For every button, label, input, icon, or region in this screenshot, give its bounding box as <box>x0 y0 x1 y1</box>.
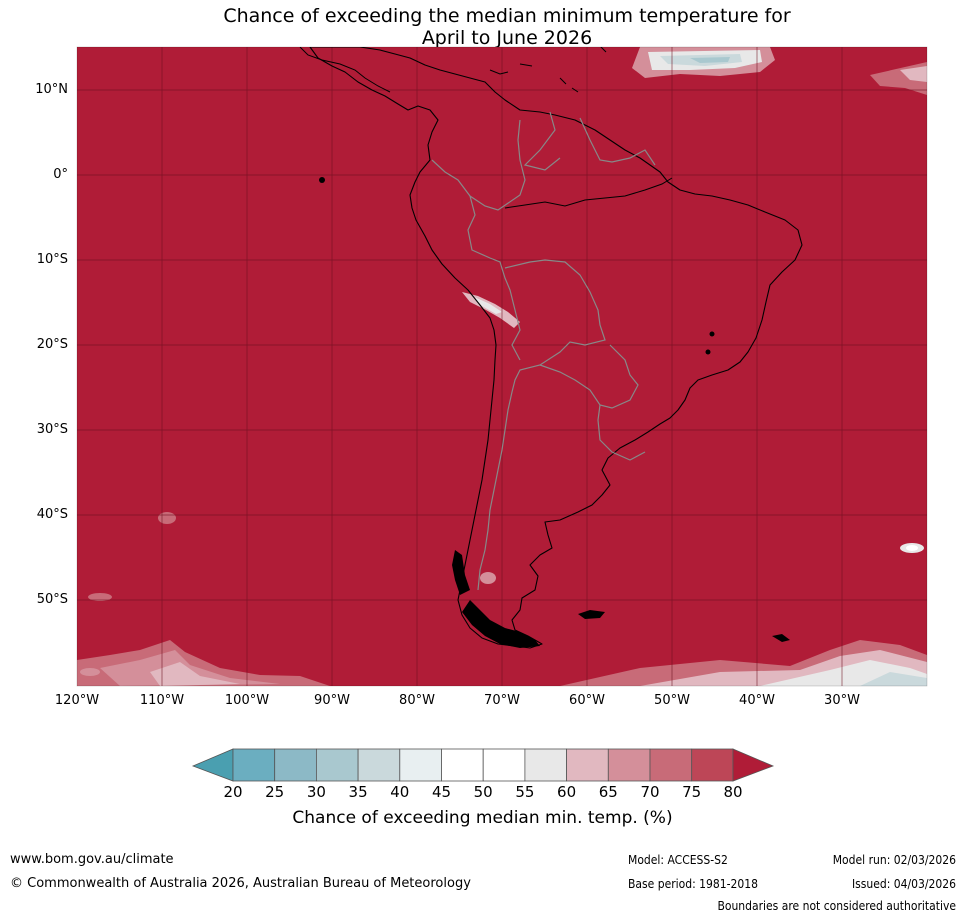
southern-islands <box>319 177 790 648</box>
colorbar-tick: 55 <box>515 783 535 801</box>
colorbar-bin-45-50 <box>441 748 484 782</box>
colorbar-extend-low <box>191 748 234 782</box>
colorbar-bin-25-30 <box>274 748 317 782</box>
colorbar-tick: 30 <box>306 783 326 801</box>
map-title-line2: April to June 2026 <box>421 27 593 49</box>
colorbar-title: Chance of exceeding median min. temp. (%… <box>292 808 673 828</box>
lon-label: 100°W <box>224 693 270 708</box>
model-run-info: Model run: 02/03/2026 <box>832 853 956 867</box>
boundary-disclaimer: Boundaries are not considered authoritat… <box>717 899 956 913</box>
base-period-info: Base period: 1981-2018 <box>628 877 759 891</box>
lon-label: 120°W <box>54 693 100 708</box>
probability-patch-northeast <box>632 47 927 95</box>
colorbar-bin-55-60 <box>524 748 568 782</box>
colorbar-bin-75-80 <box>691 748 734 782</box>
colorbar-tick: 60 <box>557 783 577 801</box>
lon-label: 50°W <box>654 693 690 708</box>
lon-label: 70°W <box>484 693 520 708</box>
colorbar-extend-high <box>732 748 775 782</box>
colorbar-tick: 65 <box>598 783 618 801</box>
colorbar-tick: 40 <box>390 783 410 801</box>
lat-label: 10°N <box>35 82 68 97</box>
amazon-river <box>504 177 673 209</box>
website-link[interactable]: www.bom.gov.au/climate <box>10 852 174 867</box>
colorbar-tick: 20 <box>223 783 243 801</box>
colorbar-tick: 35 <box>348 783 368 801</box>
colorbar-bin-50-55 <box>482 748 526 782</box>
colorbar <box>191 748 775 782</box>
colorbar-bin-20-25 <box>232 748 276 782</box>
lon-label: 80°W <box>399 693 435 708</box>
colorbar-tick: 45 <box>431 783 452 801</box>
central-america-coastline <box>299 47 391 93</box>
probability-patch-south <box>77 640 927 686</box>
lon-label: 90°W <box>314 693 350 708</box>
colorbar-bin-35-40 <box>357 748 401 782</box>
lon-label: 60°W <box>569 693 605 708</box>
lon-label: 40°W <box>739 693 775 708</box>
lat-label: 50°S <box>36 592 68 607</box>
issued-info: Issued: 04/03/2026 <box>851 877 956 891</box>
lat-label: 40°S <box>36 507 68 522</box>
colorbar-bin-60-65 <box>566 748 609 782</box>
colorbar-tick: 50 <box>473 783 493 801</box>
colorbar-bin-70-75 <box>649 748 693 782</box>
lon-label: 110°W <box>139 693 185 708</box>
colorbar-bin-65-70 <box>607 748 651 782</box>
model-info: Model: ACCESS-S2 <box>628 853 728 867</box>
south-america-coastline <box>309 47 803 649</box>
colorbar-bin-40-45 <box>399 748 442 782</box>
caribbean-islands <box>489 47 607 93</box>
graticule <box>77 47 927 686</box>
lat-label: 20°S <box>36 337 68 352</box>
colorbar-tick: 75 <box>682 783 702 801</box>
map-title-line1: Chance of exceeding the median minimum t… <box>223 5 791 27</box>
lon-label: 30°W <box>824 693 860 708</box>
colorbar-tick: 25 <box>265 783 285 801</box>
country-borders <box>431 111 656 591</box>
colorbar-tick: 70 <box>640 783 660 801</box>
lat-label: 30°S <box>36 422 68 437</box>
colorbar-bin-30-35 <box>315 748 359 782</box>
copyright-notice: © Commonwealth of Australia 2026, Austra… <box>10 876 471 891</box>
lat-label: 0° <box>53 167 68 182</box>
colorbar-tick: 80 <box>723 783 743 801</box>
lat-label: 10°S <box>36 252 68 267</box>
